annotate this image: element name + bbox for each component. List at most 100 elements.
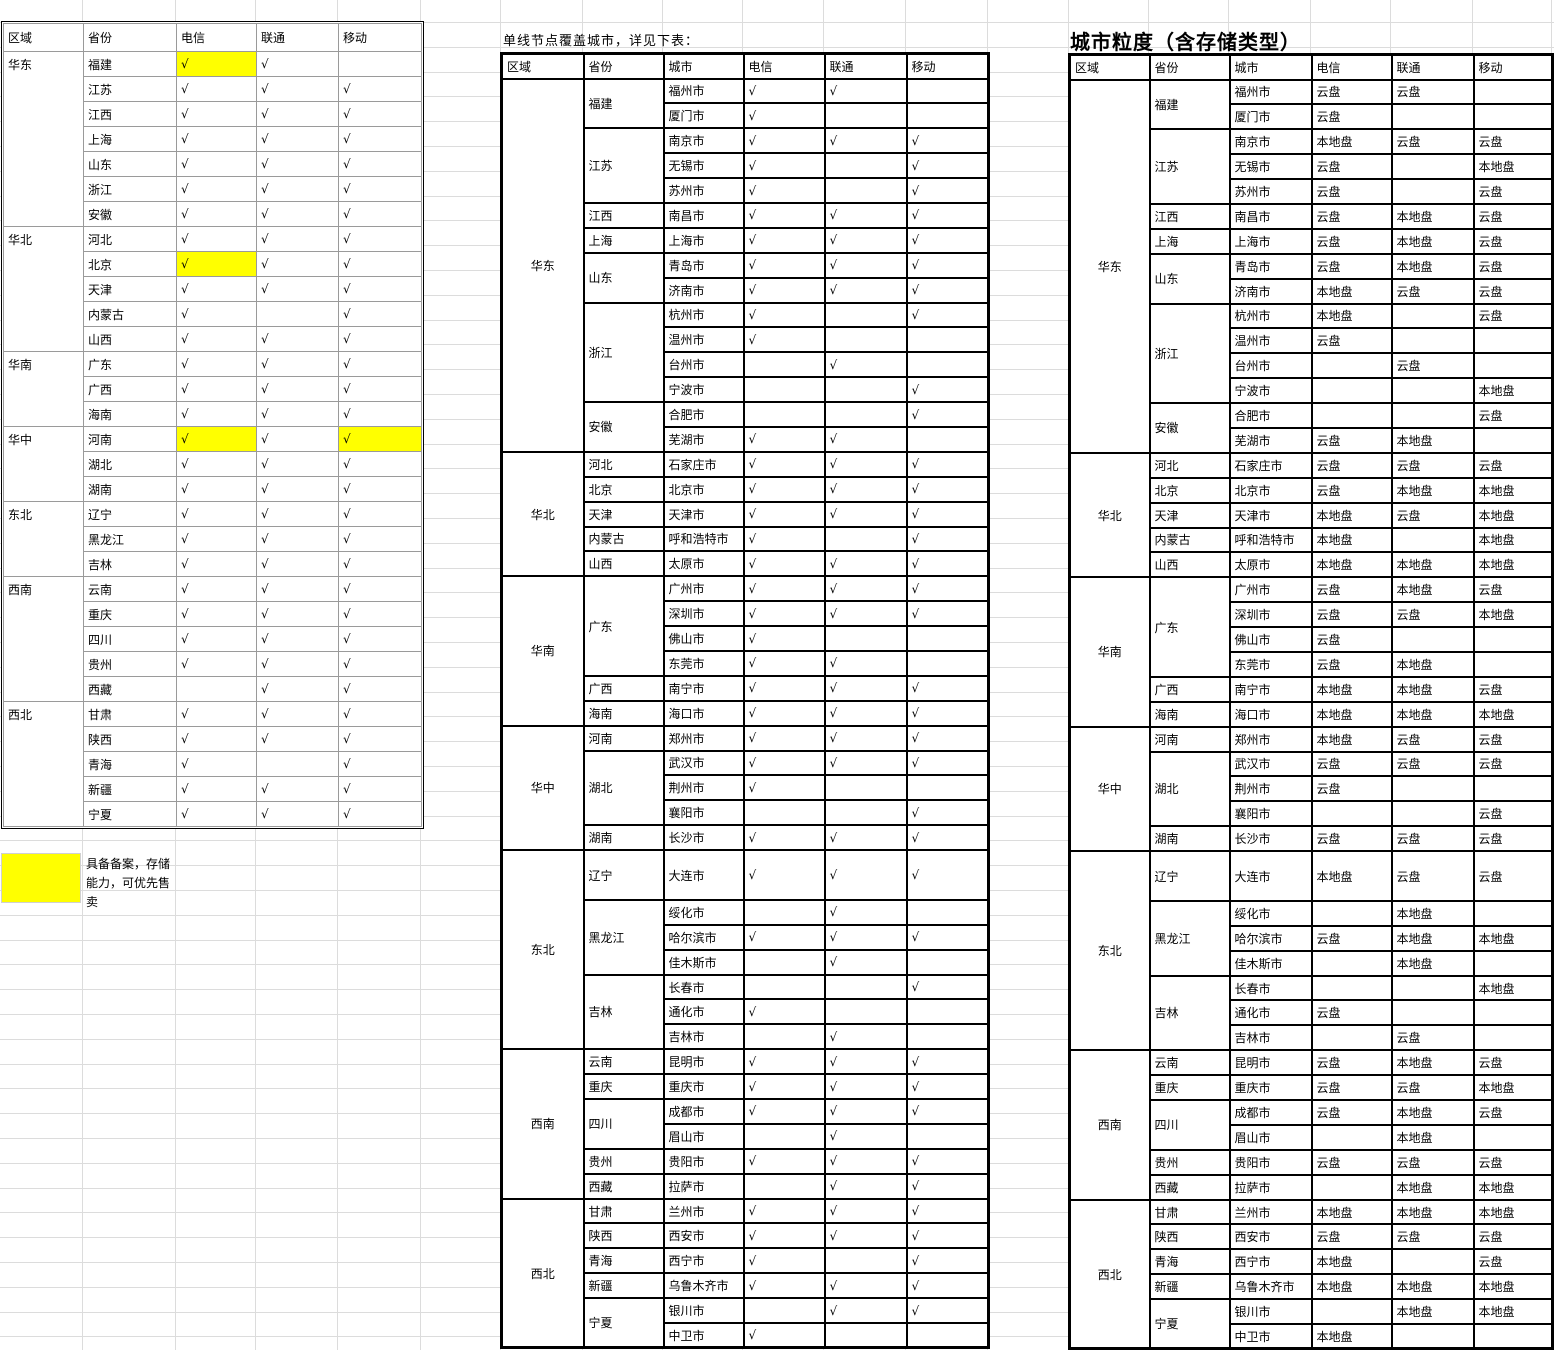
storage-cell[interactable] <box>1472 1323 1554 1350</box>
coverage-cell[interactable]: √ <box>256 326 339 352</box>
coverage-cell[interactable]: √ <box>176 201 257 227</box>
storage-cell[interactable]: 云盘 <box>1390 451 1475 479</box>
city-cell[interactable]: 兰州市 <box>662 1197 745 1225</box>
coverage-cell[interactable] <box>742 799 826 827</box>
coverage-cell[interactable]: √ <box>742 450 826 478</box>
storage-cell[interactable] <box>1390 1248 1475 1276</box>
city-cell[interactable]: 东莞市 <box>662 649 745 677</box>
storage-cell[interactable] <box>1390 974 1475 1002</box>
header-province[interactable]: 省份 <box>83 23 177 52</box>
coverage-cell[interactable]: √ <box>338 151 422 177</box>
province-cell[interactable]: 云南 <box>83 576 177 602</box>
coverage-cell[interactable]: √ <box>905 1272 990 1300</box>
coverage-cell[interactable]: √ <box>823 475 908 503</box>
coverage-cell[interactable] <box>823 177 908 204</box>
city-cell[interactable]: 济南市 <box>662 276 745 304</box>
city-cell[interactable]: 深圳市 <box>1228 601 1313 629</box>
province-cell[interactable]: 四川 <box>1148 1099 1231 1151</box>
coverage-cell[interactable]: √ <box>823 674 908 702</box>
storage-cell[interactable]: 云盘 <box>1310 1074 1393 1102</box>
coverage-cell[interactable]: √ <box>742 127 826 155</box>
city-cell[interactable]: 海口市 <box>662 699 745 727</box>
city-cell[interactable]: 武汉市 <box>1228 750 1313 778</box>
coverage-cell[interactable]: √ <box>256 501 339 527</box>
province-cell[interactable]: 内蒙古 <box>582 525 665 553</box>
storage-cell[interactable] <box>1310 377 1393 405</box>
header-city[interactable]: 城市 <box>662 52 745 80</box>
city-cell[interactable]: 郑州市 <box>1228 725 1313 753</box>
city-cell[interactable]: 贵阳市 <box>1228 1148 1313 1176</box>
storage-cell[interactable] <box>1472 949 1554 977</box>
storage-cell[interactable]: 云盘 <box>1472 1049 1554 1077</box>
province-cell[interactable]: 海南 <box>582 699 665 727</box>
coverage-cell[interactable]: √ <box>256 601 339 627</box>
storage-cell[interactable]: 云盘 <box>1472 128 1554 156</box>
storage-cell[interactable]: 本地盘 <box>1310 725 1393 753</box>
coverage-cell[interactable] <box>742 1297 826 1325</box>
province-cell[interactable]: 吉林 <box>582 973 665 1051</box>
coverage-cell[interactable]: √ <box>823 550 908 578</box>
city-coverage-table-title[interactable]: 单线节点覆盖城市，详见下表： <box>503 34 700 49</box>
coverage-cell[interactable]: √ <box>823 276 908 304</box>
city-cell[interactable]: 福州市 <box>662 77 745 105</box>
city-cell[interactable]: 昆明市 <box>662 1048 745 1076</box>
coverage-cell[interactable]: √ <box>256 401 339 427</box>
province-cell[interactable]: 宁夏 <box>83 801 177 827</box>
coverage-cell[interactable]: √ <box>338 576 422 602</box>
storage-cell[interactable]: 云盘 <box>1310 252 1393 280</box>
storage-cell[interactable]: 云盘 <box>1472 1148 1554 1176</box>
storage-cell[interactable]: 云盘 <box>1472 252 1554 280</box>
city-cell[interactable]: 中卫市 <box>662 1322 745 1349</box>
coverage-cell[interactable]: √ <box>905 450 990 478</box>
city-cell[interactable]: 重庆市 <box>662 1073 745 1101</box>
legend-yellow-swatch[interactable] <box>1 853 81 903</box>
coverage-cell[interactable]: √ <box>905 550 990 578</box>
province-cell[interactable]: 天津 <box>582 500 665 528</box>
storage-cell[interactable]: 云盘 <box>1310 924 1393 952</box>
city-cell[interactable]: 荆州市 <box>1228 775 1313 803</box>
storage-cell[interactable]: 云盘 <box>1310 1148 1393 1176</box>
province-cell[interactable]: 天津 <box>83 276 177 302</box>
storage-cell[interactable] <box>1390 775 1475 803</box>
storage-cell[interactable]: 云盘 <box>1390 1024 1475 1052</box>
coverage-cell[interactable]: √ <box>742 849 826 901</box>
province-cell[interactable]: 贵州 <box>1148 1148 1231 1176</box>
coverage-cell[interactable]: √ <box>176 326 257 352</box>
province-cell[interactable]: 新疆 <box>83 776 177 802</box>
coverage-cell[interactable]: √ <box>823 1073 908 1101</box>
coverage-cell[interactable]: √ <box>338 76 422 102</box>
coverage-cell[interactable]: √ <box>905 301 990 329</box>
city-cell[interactable]: 吉林市 <box>662 1023 745 1051</box>
header-region[interactable]: 区域 <box>3 23 84 52</box>
coverage-cell[interactable]: √ <box>176 751 257 777</box>
region-cell[interactable]: 西北 <box>1068 1198 1151 1350</box>
province-cell[interactable]: 吉林 <box>83 551 177 577</box>
coverage-cell[interactable]: √ <box>176 601 257 627</box>
coverage-cell[interactable] <box>256 301 339 327</box>
coverage-cell[interactable]: √ <box>742 425 826 453</box>
city-cell[interactable]: 哈尔滨市 <box>662 923 745 951</box>
coverage-cell[interactable]: √ <box>823 127 908 155</box>
storage-cell[interactable]: 本地盘 <box>1472 526 1554 554</box>
province-cell[interactable]: 湖北 <box>582 749 665 827</box>
coverage-cell[interactable]: √ <box>823 575 908 603</box>
coverage-cell[interactable]: √ <box>823 1172 908 1200</box>
region-cell[interactable]: 华南 <box>500 575 585 727</box>
province-cell[interactable]: 云南 <box>582 1048 665 1076</box>
province-cell[interactable]: 江苏 <box>582 127 665 204</box>
province-cell[interactable]: 黑龙江 <box>1148 899 1231 977</box>
header-telecom[interactable]: 电信 <box>176 23 257 52</box>
region-cell[interactable]: 西北 <box>500 1197 585 1349</box>
storage-cell[interactable]: 云盘 <box>1390 501 1475 529</box>
coverage-cell[interactable]: √ <box>905 824 990 852</box>
coverage-cell[interactable]: √ <box>256 676 339 702</box>
storage-cell[interactable] <box>1472 1123 1554 1151</box>
coverage-cell[interactable]: √ <box>905 923 990 951</box>
storage-cell[interactable] <box>1390 103 1475 131</box>
storage-cell[interactable]: 本地盘 <box>1310 1248 1393 1276</box>
coverage-cell[interactable]: √ <box>338 801 422 827</box>
coverage-cell[interactable] <box>823 998 908 1026</box>
coverage-cell[interactable]: √ <box>742 625 826 652</box>
province-cell[interactable]: 江西 <box>1148 202 1231 230</box>
coverage-cell[interactable] <box>905 774 990 802</box>
